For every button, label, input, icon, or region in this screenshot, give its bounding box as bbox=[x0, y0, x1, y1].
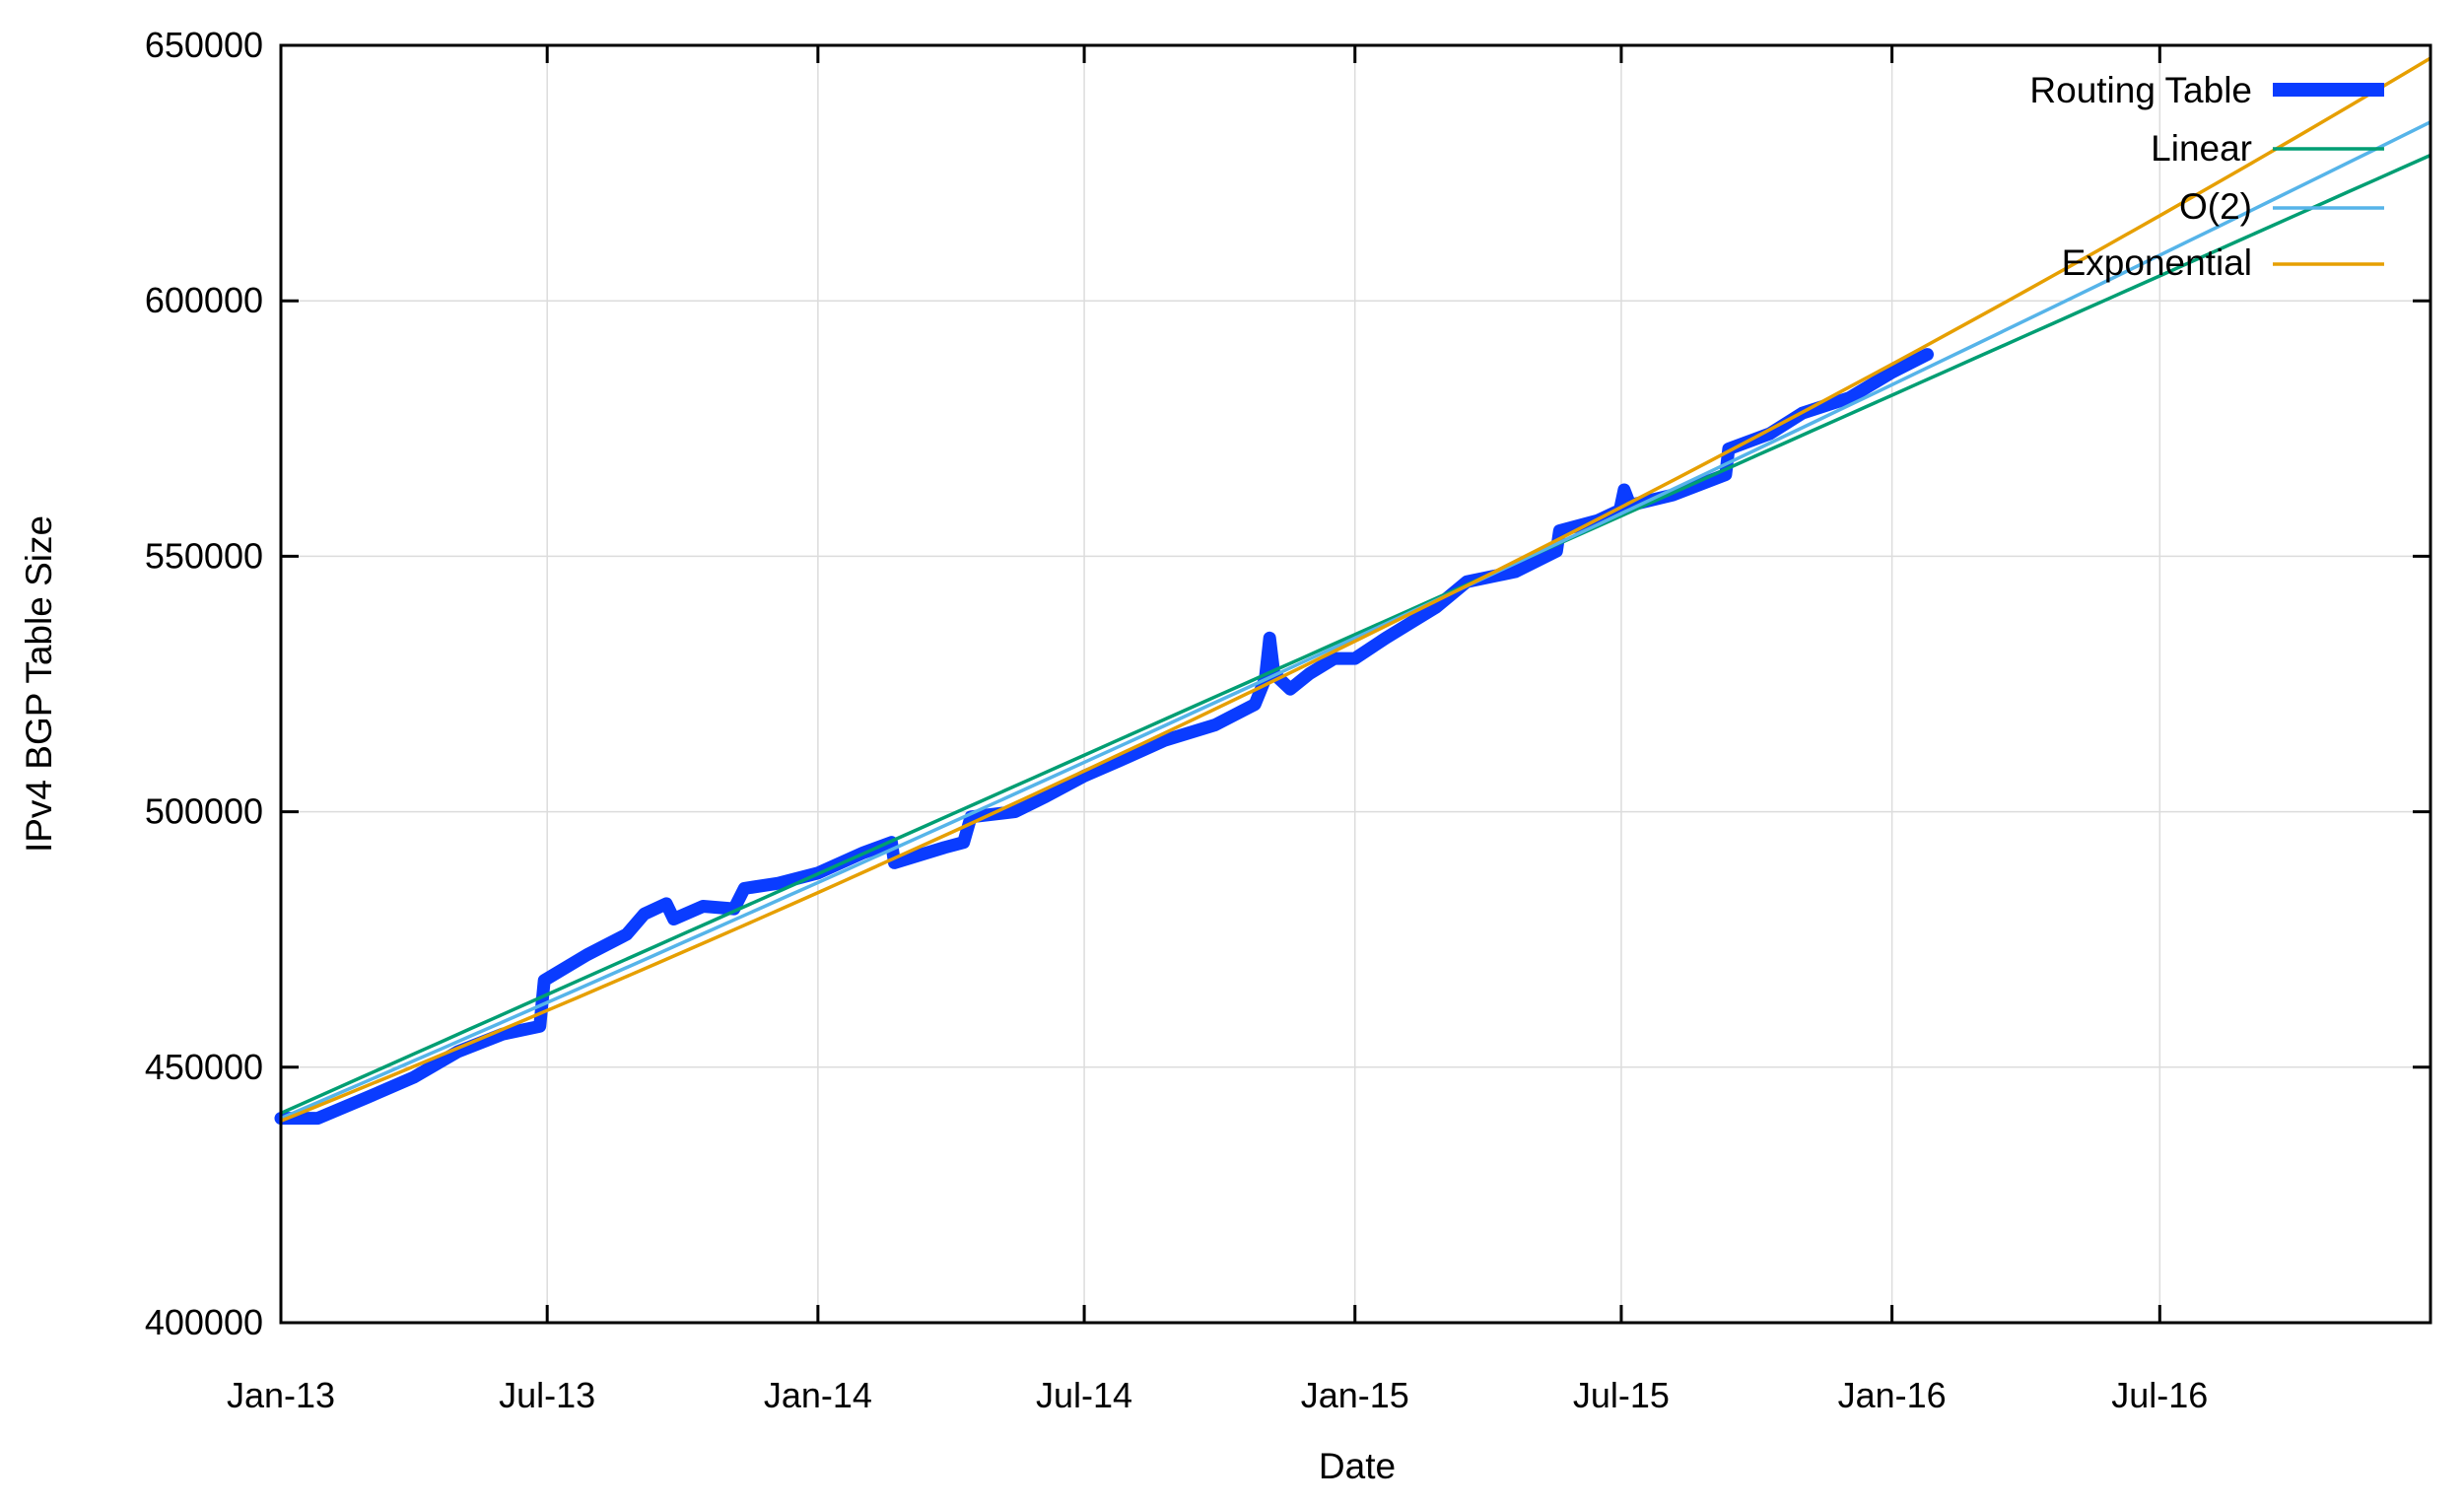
x-tick-label: Jul-15 bbox=[1573, 1375, 1670, 1415]
ticks: 400000 450000 500000 550000 600000 650000 Jan-… bbox=[145, 25, 2430, 1415]
routing-table-point bbox=[1558, 529, 1561, 532]
routing-table-point bbox=[702, 905, 705, 908]
routing-table-point bbox=[1045, 795, 1048, 798]
legend-label-routing-table: Routing Table bbox=[2029, 70, 2252, 110]
routing-table-point bbox=[502, 1033, 505, 1036]
y-tick-label: 400000 bbox=[145, 1302, 263, 1342]
routing-table-point bbox=[412, 1076, 415, 1079]
routing-table-point bbox=[1466, 581, 1469, 583]
series-layer bbox=[274, 56, 2431, 1126]
routing-table-point bbox=[365, 1096, 368, 1099]
x-tick-label: Jul-16 bbox=[2111, 1375, 2208, 1415]
routing-table-point bbox=[643, 913, 646, 916]
routing-table-point bbox=[1164, 739, 1167, 742]
routing-table-point bbox=[1890, 371, 1893, 374]
y-tick-label: 500000 bbox=[145, 791, 263, 832]
x-axis-label: Date bbox=[1319, 1446, 1396, 1486]
routing-table-point bbox=[1385, 637, 1388, 640]
y-tick-label: 600000 bbox=[145, 280, 263, 320]
routing-table-point bbox=[1848, 396, 1851, 399]
routing-table-point bbox=[543, 979, 546, 982]
routing-table-point bbox=[970, 815, 973, 818]
routing-table-point bbox=[1289, 688, 1292, 691]
routing-table-point bbox=[1724, 473, 1727, 476]
routing-table-point bbox=[943, 846, 946, 849]
routing-table-point bbox=[1013, 810, 1016, 813]
routing-table-point bbox=[585, 953, 588, 956]
routing-table-point bbox=[672, 918, 675, 921]
x-tick-label: Jan-14 bbox=[764, 1375, 872, 1415]
y-tick-label: 450000 bbox=[145, 1047, 263, 1087]
routing-table-point bbox=[538, 1025, 541, 1028]
routing-table-point bbox=[1926, 353, 1929, 356]
routing-table-point bbox=[1118, 759, 1121, 762]
legend-label-linear: Linear bbox=[2151, 128, 2252, 169]
series-routing-table bbox=[274, 348, 1934, 1126]
routing-table-point bbox=[743, 887, 746, 890]
y-tick-label: 650000 bbox=[145, 25, 263, 65]
routing-table-point bbox=[1333, 657, 1335, 660]
routing-table-point bbox=[625, 933, 628, 936]
legend: Routing Table Linear O(2) Exponential bbox=[2029, 70, 2384, 283]
routing-table-point bbox=[1353, 657, 1356, 660]
routing-table-point bbox=[777, 882, 780, 885]
routing-table-point bbox=[1622, 489, 1625, 492]
routing-table-point bbox=[1514, 570, 1517, 573]
x-tick-label: Jul-14 bbox=[1036, 1375, 1132, 1415]
x-tick-label: Jul-13 bbox=[499, 1375, 595, 1415]
series-o-2 bbox=[280, 120, 2431, 1121]
y-tick-label: 550000 bbox=[145, 535, 263, 576]
series-exponential bbox=[280, 56, 2431, 1123]
routing-table-point bbox=[1083, 775, 1086, 778]
routing-table-point bbox=[1555, 550, 1558, 553]
routing-table-point bbox=[1213, 723, 1216, 726]
routing-table-point bbox=[456, 1051, 459, 1054]
legend-label-o2: O(2) bbox=[2179, 186, 2252, 227]
legend-label-exponential: Exponential bbox=[2062, 242, 2252, 283]
routing-table-point bbox=[1268, 637, 1271, 640]
x-tick-label: Jan-16 bbox=[1838, 1375, 1947, 1415]
series-linear bbox=[280, 153, 2431, 1116]
routing-table-point bbox=[1308, 672, 1311, 675]
grid bbox=[280, 44, 2430, 1324]
routing-table-point bbox=[665, 902, 668, 905]
x-tick-label: Jan-13 bbox=[227, 1375, 335, 1415]
routing-table-point bbox=[1434, 606, 1437, 609]
routing-table-point bbox=[893, 861, 896, 864]
routing-table-point bbox=[962, 841, 965, 844]
routing-table-point bbox=[1254, 703, 1257, 706]
y-axis-label: IPv4 BGP Table Size bbox=[19, 515, 59, 853]
routing-table-point bbox=[316, 1117, 319, 1120]
x-tick-label: Jan-15 bbox=[1301, 1375, 1409, 1415]
routing-table-point bbox=[1768, 432, 1771, 435]
